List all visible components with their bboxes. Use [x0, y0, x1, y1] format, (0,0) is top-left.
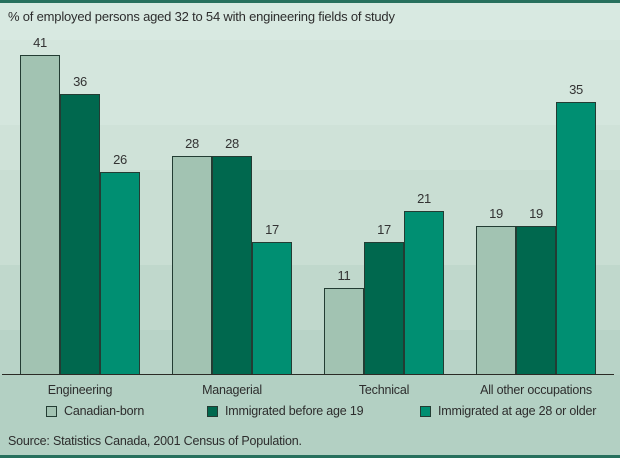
- category-label: Engineering: [47, 383, 113, 397]
- legend-label: Immigrated before age 19: [225, 404, 364, 418]
- bar: [516, 226, 556, 374]
- bar-value-label: 21: [417, 191, 431, 206]
- category-label: All other occupations: [480, 383, 592, 397]
- bar: [100, 172, 140, 374]
- bar-value-label: 36: [73, 74, 87, 89]
- legend-label: Canadian-born: [64, 404, 145, 418]
- source-note: Source: Statistics Canada, 2001 Census o…: [8, 434, 302, 448]
- bar: [172, 156, 212, 374]
- bar: [60, 94, 100, 374]
- bottom-rule: [0, 455, 620, 458]
- legend-label: Immigrated at age 28 or older: [438, 404, 597, 418]
- bar-value-label: 26: [113, 152, 127, 167]
- bar: [364, 242, 404, 374]
- bar-value-label: 35: [569, 82, 583, 97]
- bar: [324, 288, 364, 374]
- bar: [20, 55, 60, 374]
- legend-item-immigrated-28-or-older: Immigrated at age 28 or older: [420, 404, 596, 418]
- bar-value-label: 19: [489, 206, 503, 221]
- legend-swatch-immigrated-before-19: [207, 405, 218, 417]
- bar-value-label: 17: [265, 222, 279, 237]
- legend-swatch-canadian-born: [46, 405, 57, 417]
- top-rule: [0, 0, 620, 3]
- bar: [212, 156, 252, 374]
- bar-value-label: 41: [33, 35, 47, 50]
- category-label: Technical: [358, 383, 410, 397]
- bar-value-label: 28: [225, 136, 239, 151]
- bar: [476, 226, 516, 374]
- legend-swatch-immigrated-28-or-older: [420, 405, 431, 417]
- legend-item-canadian-born: Canadian-born: [46, 404, 144, 418]
- category-label: Managerial: [202, 383, 262, 397]
- bar: [556, 102, 596, 374]
- bar-value-label: 17: [377, 222, 391, 237]
- bar: [404, 211, 444, 374]
- bar-value-label: 11: [337, 268, 351, 283]
- legend-item-immigrated-before-19: Immigrated before age 19: [207, 404, 364, 418]
- chart-title: % of employed persons aged 32 to 54 with…: [8, 9, 395, 24]
- bar-value-label: 28: [185, 136, 199, 151]
- x-axis-line: [2, 374, 614, 375]
- bar-value-label: 19: [529, 206, 543, 221]
- bar: [252, 242, 292, 374]
